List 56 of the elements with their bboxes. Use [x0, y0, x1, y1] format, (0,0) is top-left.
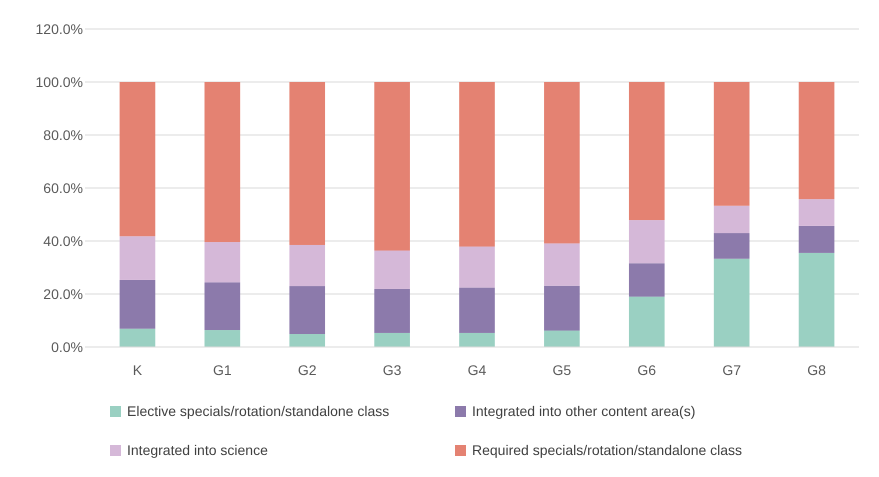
- bar: [374, 288, 410, 333]
- bar: [544, 330, 580, 347]
- bar: [204, 282, 240, 330]
- bar: [459, 246, 495, 288]
- bar: [120, 236, 156, 280]
- legend-label: Integrated into other content area(s): [472, 403, 696, 419]
- bar: [459, 288, 495, 333]
- y-tick-label: 0.0%: [51, 339, 83, 355]
- y-tick-label: 60.0%: [43, 180, 83, 196]
- bar: [120, 82, 156, 236]
- bar: [459, 82, 495, 247]
- bar: [714, 206, 750, 234]
- y-tick-label: 40.0%: [43, 233, 83, 249]
- bar: [374, 332, 410, 347]
- y-tick-label: 120.0%: [36, 21, 83, 37]
- x-tick-label: G7: [722, 362, 742, 378]
- bar: [628, 296, 665, 347]
- bar: [120, 328, 156, 347]
- x-tick-label: G6: [637, 362, 656, 378]
- bar: [289, 82, 326, 245]
- bar: [628, 82, 665, 220]
- bar: [798, 82, 834, 200]
- y-tick-label: 80.0%: [43, 127, 83, 143]
- bar: [798, 199, 834, 226]
- x-tick-label: G8: [807, 362, 826, 378]
- bar: [374, 82, 410, 251]
- x-tick-label: G3: [382, 362, 402, 378]
- legend-label: Required specials/rotation/standalone class: [472, 442, 742, 458]
- bar: [289, 244, 326, 286]
- bar: [714, 233, 750, 259]
- bar: [798, 252, 834, 347]
- legend-label: Elective specials/rotation/standalone class: [127, 403, 390, 419]
- bar: [459, 332, 495, 347]
- bar: [204, 82, 240, 242]
- bar: [544, 82, 580, 244]
- bar: [798, 226, 834, 253]
- x-tick-label: G1: [212, 362, 232, 378]
- bar: [289, 334, 326, 347]
- bar: [628, 263, 665, 297]
- bar: [204, 242, 240, 282]
- y-tick-label: 100.0%: [36, 74, 83, 90]
- bar: [714, 258, 750, 347]
- x-tick-label: G2: [298, 362, 317, 378]
- bar: [628, 220, 665, 264]
- legend-label: Integrated into science: [127, 442, 268, 458]
- bar: [544, 243, 580, 286]
- bar: [544, 286, 580, 331]
- x-tick-label: G4: [468, 362, 487, 378]
- x-tick-label: G5: [552, 362, 572, 378]
- bar: [374, 250, 410, 289]
- bar: [714, 82, 750, 206]
- x-tick-label: K: [132, 362, 143, 378]
- y-tick-label: 20.0%: [43, 286, 83, 302]
- bar: [204, 330, 240, 347]
- bar: [120, 280, 156, 329]
- bar: [289, 286, 326, 334]
